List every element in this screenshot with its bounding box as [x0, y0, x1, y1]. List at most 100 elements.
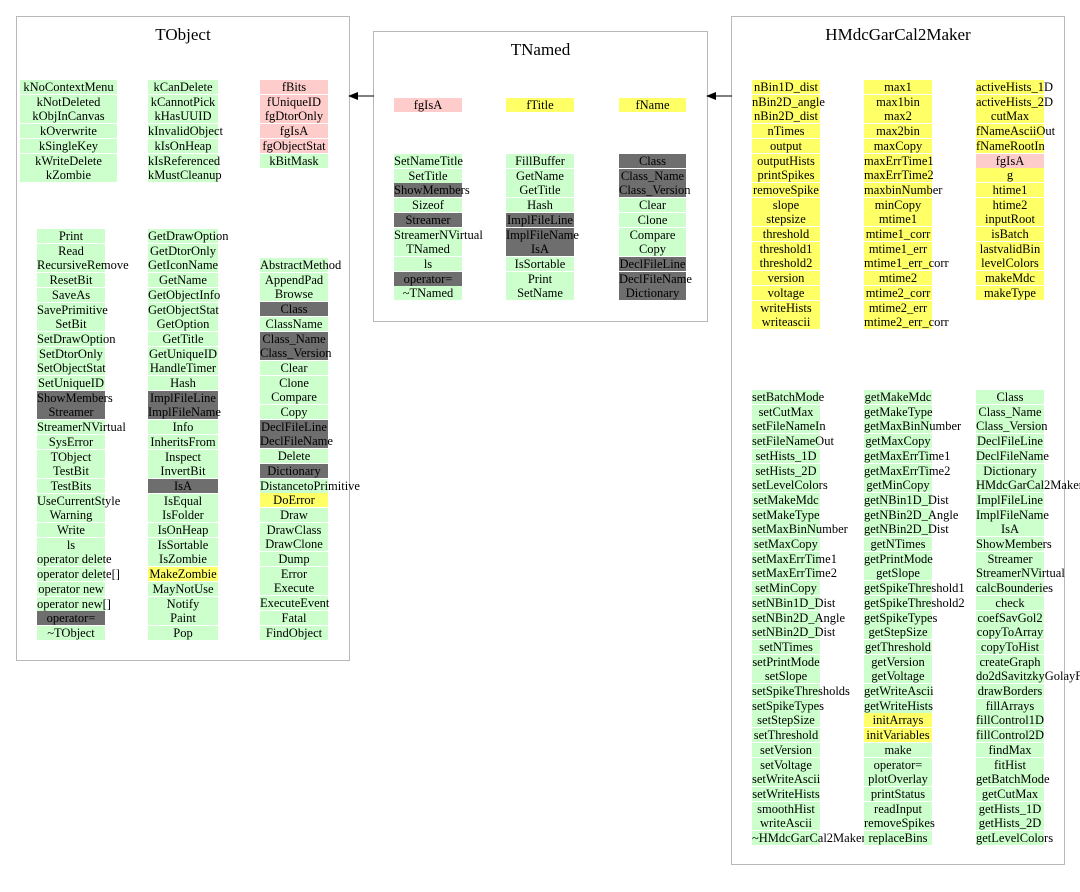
- member-recursiveremove[interactable]: RecursiveRemove: [37, 258, 129, 273]
- member-classname[interactable]: ClassName: [260, 316, 328, 331]
- member-inspect[interactable]: Inspect: [148, 449, 218, 464]
- member-getnbin1d-dist[interactable]: getNBin1D_Dist: [864, 492, 949, 507]
- member-printstatus[interactable]: printStatus: [864, 786, 932, 801]
- member-setnbin2d-angle[interactable]: setNBin2D_Angle: [752, 610, 846, 625]
- member-setprintmode[interactable]: setPrintMode: [752, 654, 820, 669]
- member-getversion[interactable]: getVersion: [864, 654, 932, 669]
- member-copy[interactable]: Copy: [619, 242, 686, 257]
- member-fgisa[interactable]: fgIsA: [976, 153, 1044, 168]
- member-getstepsize[interactable]: getStepSize: [864, 625, 932, 640]
- member-draw[interactable]: Draw: [260, 507, 328, 522]
- member-getwritehists[interactable]: getWriteHists: [864, 698, 933, 713]
- member-removespikes[interactable]: removeSpikes: [864, 816, 935, 831]
- member-hash[interactable]: Hash: [506, 198, 574, 213]
- member-kobjincanvas[interactable]: kObjInCanvas: [20, 109, 117, 124]
- member-kbitmask[interactable]: kBitMask: [260, 153, 328, 168]
- member-setuniqueid[interactable]: SetUniqueID: [37, 376, 105, 390]
- member-mtime1-corr[interactable]: mtime1_corr: [864, 227, 932, 241]
- member-operator[interactable]: operator=: [37, 611, 105, 626]
- member-clear[interactable]: Clear: [619, 198, 686, 213]
- member-getmaxbinnumber[interactable]: getMaxBinNumber: [864, 419, 962, 434]
- member-getuniqueid[interactable]: GetUniqueID: [148, 346, 218, 361]
- member-setstepsize[interactable]: setStepSize: [752, 713, 820, 728]
- member-operator-new[interactable]: operator new[]: [37, 596, 111, 611]
- member-makemdc[interactable]: makeMdc: [976, 271, 1044, 286]
- member-fillbuffer[interactable]: FillBuffer: [506, 154, 574, 168]
- member-plotoverlay[interactable]: plotOverlay: [864, 772, 932, 787]
- member-implfileline[interactable]: ImplFileLine: [976, 492, 1044, 507]
- member-saveas[interactable]: SaveAs: [37, 287, 105, 302]
- member-slope[interactable]: slope: [752, 197, 820, 212]
- member-getobjectstat[interactable]: GetObjectStat: [148, 302, 219, 317]
- member-implfilename[interactable]: ImplFileName: [506, 227, 579, 242]
- member-dump[interactable]: Dump: [260, 552, 328, 566]
- member-isequal[interactable]: IsEqual: [148, 493, 218, 508]
- member-kmustcleanup[interactable]: kMustCleanup: [148, 168, 222, 183]
- member-kcandelete[interactable]: kCanDelete: [148, 80, 218, 94]
- member-threshold[interactable]: threshold: [752, 227, 820, 241]
- member-getname[interactable]: GetName: [506, 168, 574, 183]
- member-invertbit[interactable]: InvertBit: [148, 464, 218, 479]
- member-fgisa[interactable]: fgIsA: [260, 124, 328, 139]
- member-printspikes[interactable]: printSpikes: [752, 168, 820, 183]
- member-copy[interactable]: Copy: [260, 405, 328, 419]
- member-getspikethreshold1[interactable]: getSpikeThreshold1: [864, 581, 965, 596]
- member-koverwrite[interactable]: kOverwrite: [20, 124, 117, 139]
- member-class-name[interactable]: Class_Name: [260, 331, 328, 346]
- member-class[interactable]: Class: [260, 302, 328, 317]
- member-appendpad[interactable]: AppendPad: [260, 272, 328, 287]
- member-activehists-1d[interactable]: activeHists_1D: [976, 80, 1054, 94]
- member-class-name[interactable]: Class_Name: [619, 168, 686, 183]
- member-max2bin[interactable]: max2bin: [864, 124, 932, 139]
- member-cutmax[interactable]: cutMax: [976, 109, 1044, 124]
- member-setmaxerrtime2[interactable]: setMaxErrTime2: [752, 566, 837, 581]
- member-paint[interactable]: Paint: [148, 611, 218, 626]
- member-fillarrays[interactable]: fillArrays: [976, 698, 1044, 713]
- member-kinvalidobject[interactable]: kInvalidObject: [148, 124, 223, 139]
- member-error[interactable]: Error: [260, 566, 328, 581]
- member-khasuuid[interactable]: kHasUUID: [148, 109, 218, 124]
- member-setspiketypes[interactable]: setSpikeTypes: [752, 698, 825, 713]
- member-levelcolors[interactable]: levelColors: [976, 256, 1044, 271]
- member-setobjectstat[interactable]: SetObjectStat: [37, 361, 106, 376]
- member-mtime1-err-corr[interactable]: mtime1_err_corr: [864, 256, 949, 271]
- member-fbits[interactable]: fBits: [260, 80, 328, 94]
- member-getmaketype[interactable]: getMakeType: [864, 404, 933, 419]
- member-getmaxerrtime1[interactable]: getMaxErrTime1: [864, 448, 951, 463]
- member-kisreferenced[interactable]: kIsReferenced: [148, 153, 221, 168]
- member-mtime1[interactable]: mtime1: [864, 212, 932, 227]
- member-findobject[interactable]: FindObject: [260, 625, 328, 640]
- member-isa[interactable]: IsA: [148, 478, 218, 493]
- member-fgisa[interactable]: fgIsA: [394, 98, 462, 112]
- member-activehists-2d[interactable]: activeHists_2D: [976, 94, 1054, 109]
- member-setnbin2d-dist[interactable]: setNBin2D_Dist: [752, 625, 836, 640]
- member-clone[interactable]: Clone: [260, 375, 328, 390]
- member-declfileline[interactable]: DeclFileLine: [976, 434, 1044, 449]
- member-fillcontrol1d[interactable]: fillControl1D: [976, 713, 1045, 728]
- member-fname[interactable]: fName: [619, 98, 686, 112]
- member-streamer[interactable]: Streamer: [37, 405, 105, 420]
- member-ftitle[interactable]: fTitle: [506, 98, 574, 112]
- member-declfilename[interactable]: DeclFileName: [260, 434, 333, 449]
- member-dictionary[interactable]: Dictionary: [260, 463, 328, 478]
- member-ls[interactable]: ls: [37, 537, 105, 552]
- member-compare[interactable]: Compare: [619, 227, 686, 242]
- member-coefsavgol2[interactable]: coefSavGol2: [976, 610, 1044, 625]
- member-operator[interactable]: operator=: [864, 757, 932, 772]
- member-geticonname[interactable]: GetIconName: [148, 258, 219, 273]
- member-write[interactable]: Write: [37, 523, 105, 537]
- member-writehists[interactable]: writeHists: [752, 300, 820, 315]
- member-issortable[interactable]: IsSortable: [506, 256, 574, 271]
- member-isbatch[interactable]: isBatch: [976, 227, 1044, 241]
- member-copytoarray[interactable]: copyToArray: [976, 625, 1044, 640]
- member-removespike[interactable]: removeSpike: [752, 182, 820, 197]
- member-operator-delete[interactable]: operator delete[]: [37, 567, 120, 582]
- member-isfolder[interactable]: IsFolder: [148, 508, 218, 523]
- member-isa[interactable]: IsA: [506, 242, 574, 257]
- member-setversion[interactable]: setVersion: [752, 742, 820, 757]
- member-operator-new[interactable]: operator new: [37, 581, 105, 596]
- member-getmaxcopy[interactable]: getMaxCopy: [864, 434, 932, 449]
- member-inheritsfrom[interactable]: InheritsFrom: [148, 434, 218, 449]
- member-resetbit[interactable]: ResetBit: [37, 273, 105, 288]
- member-sethists-1d[interactable]: setHists_1D: [752, 448, 820, 463]
